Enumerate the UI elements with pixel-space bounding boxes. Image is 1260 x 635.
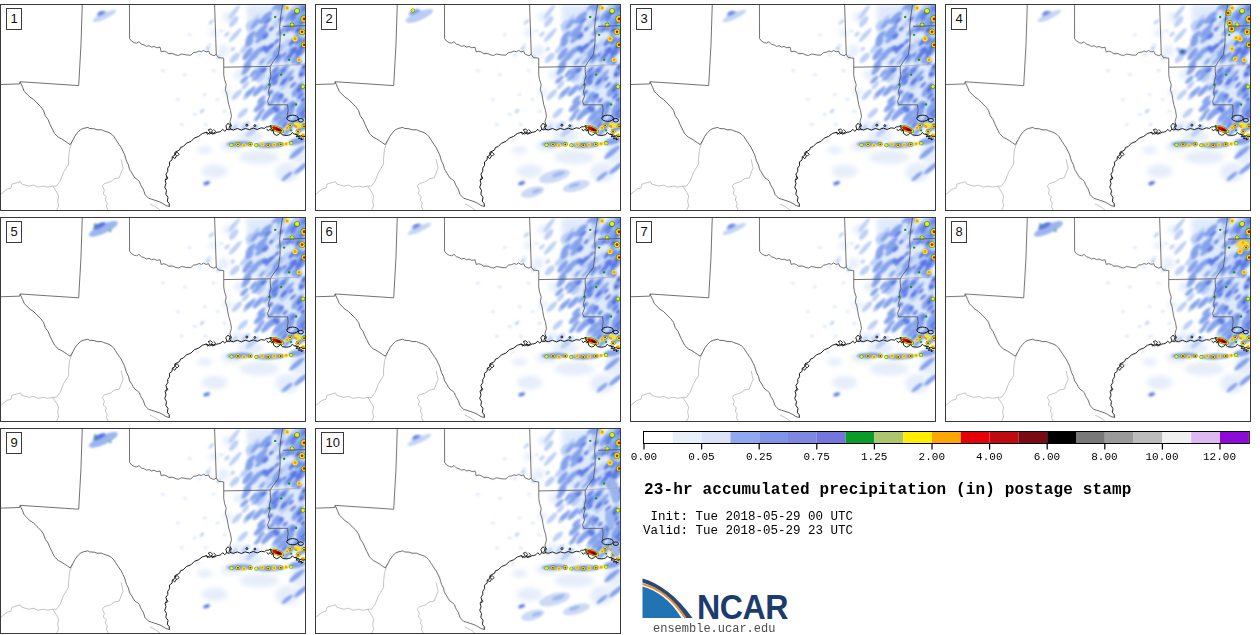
svg-text:NCAR: NCAR — [697, 588, 788, 627]
